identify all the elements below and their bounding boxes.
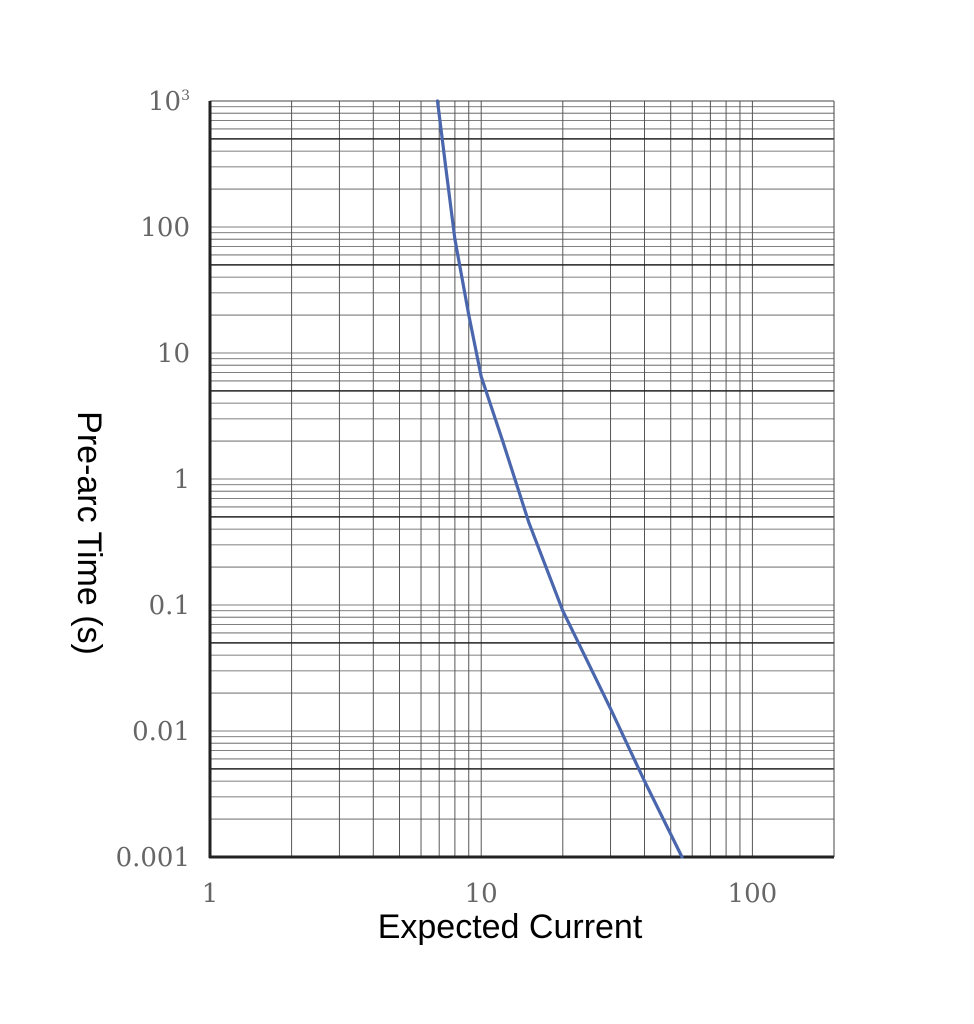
axes	[208, 101, 834, 859]
x-tick-label: 100	[728, 879, 778, 909]
series-layer	[435, 99, 684, 859]
y-tick-labels: 103 100 10 1 0.1 0.01 0.001	[116, 87, 190, 873]
x-tick-label: 10	[465, 879, 498, 909]
series-line	[435, 99, 684, 859]
y-tick-label: 0.001	[116, 843, 190, 873]
y-axis-title: Pre-arc Time (s)	[70, 411, 108, 655]
x-tick-label: 1	[202, 879, 219, 909]
grid	[210, 100, 835, 857]
x-tick-labels: 1 10 100	[202, 879, 777, 909]
y-tick-label: 0.01	[132, 717, 190, 747]
y-tick-label: 100	[140, 213, 190, 243]
y-tick-label: 0.1	[149, 591, 190, 621]
x-axis-title: Expected Current	[378, 908, 643, 946]
y-tick-label: 1	[173, 465, 190, 495]
y-tick-label: 10	[157, 339, 190, 369]
y-tick-label: 103	[148, 87, 190, 117]
